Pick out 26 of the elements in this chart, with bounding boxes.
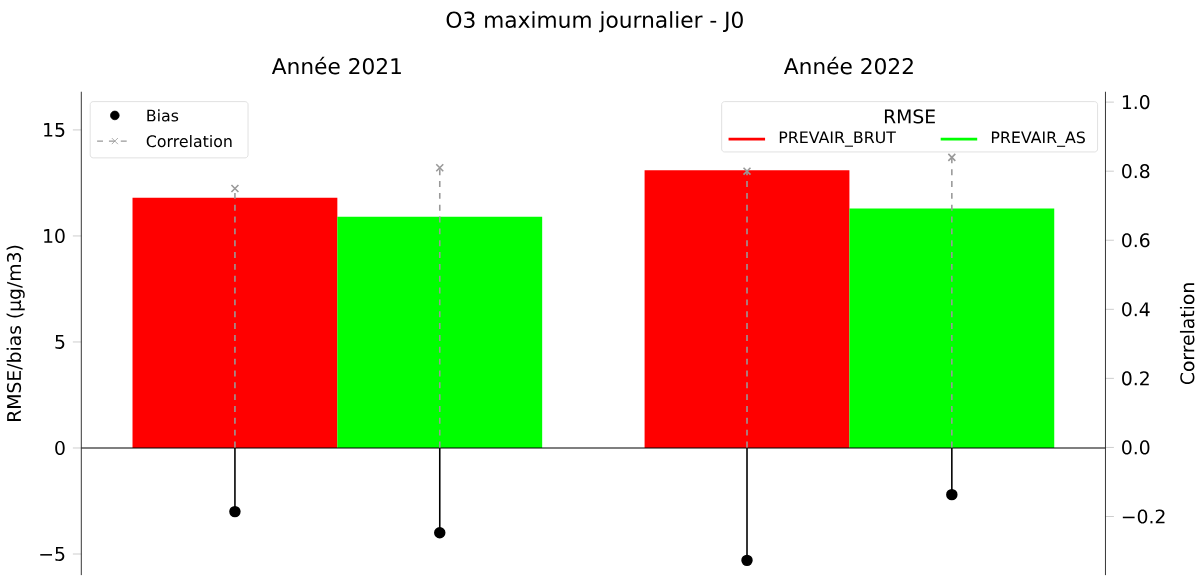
legend-label: Bias — [147, 109, 179, 122]
y-axis-title: RMSE/bias (μg/m3) — [6, 246, 25, 422]
x-tick-label: Année 2022 — [783, 56, 913, 75]
y2-tick-label: −0.2 — [1122, 509, 1165, 524]
y2-tick-label: 0.8 — [1122, 164, 1150, 179]
legend-label: PREVAIR_BRUT — [779, 131, 896, 147]
y2-tick-label: 0.2 — [1122, 371, 1149, 386]
y-tick-label: −5 — [40, 547, 65, 562]
bar — [644, 170, 850, 449]
chart-title: O3 maximum journalier - J0 — [446, 11, 743, 33]
y-tick-label: 0 — [55, 441, 65, 456]
x-tick-label: Année 2021 — [271, 56, 401, 75]
bar — [132, 197, 338, 449]
y-tick-label: 15 — [44, 123, 65, 138]
legend-label: PREVAIR_AS — [991, 131, 1085, 148]
y-tick-label: 10 — [44, 229, 65, 244]
y2-tick-label: 0.4 — [1122, 302, 1150, 317]
bar — [337, 217, 543, 449]
bar — [849, 208, 1055, 449]
y2-axis-title: Correlation — [1179, 283, 1195, 385]
y2-tick-label: 0.0 — [1122, 440, 1150, 455]
legend-title: RMSE — [884, 109, 935, 124]
legend-label: Correlation — [146, 135, 232, 148]
y2-tick-label: 1.0 — [1122, 95, 1150, 110]
y-tick-label: 5 — [55, 335, 65, 350]
y2-tick-label: 0.6 — [1122, 233, 1150, 248]
